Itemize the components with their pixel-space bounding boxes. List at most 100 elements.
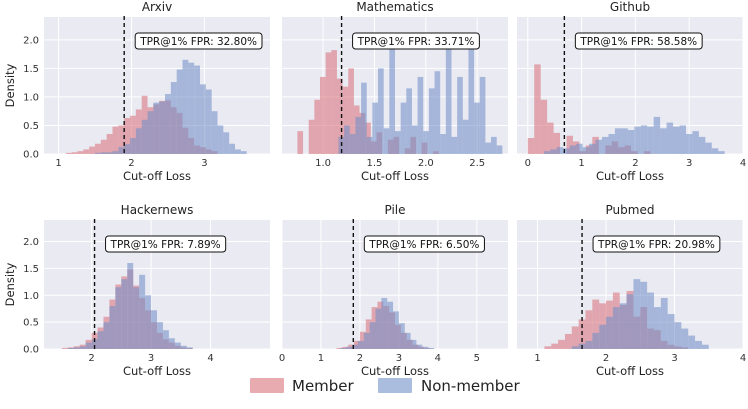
nonmember-bar: [73, 347, 80, 349]
nonmember-bar: [147, 111, 154, 154]
nonmember-bar: [170, 82, 177, 154]
nonmember-bar: [240, 151, 247, 154]
nonmember-bar: [194, 65, 201, 154]
nonmember-bar: [685, 134, 693, 154]
nonmember-bar: [95, 152, 101, 154]
annotation: TPR@1% FPR: 6.50%: [363, 235, 485, 253]
nonmember-bar: [369, 322, 376, 349]
member-bar: [336, 78, 343, 154]
nonmember-bar: [619, 303, 627, 349]
nonmember-bar: [100, 152, 107, 154]
nonmember-bar: [340, 347, 347, 349]
nonmember-bar: [679, 125, 686, 154]
x-tick-label: 2: [357, 353, 363, 364]
nonmember-bar: [711, 148, 719, 154]
x-tick-label: 1: [578, 158, 584, 169]
nonmember-bar: [186, 347, 193, 349]
nonmember-bar: [393, 311, 399, 349]
nonmember-bar: [151, 310, 157, 349]
nonmember-bar: [543, 151, 551, 154]
nonmember-bar: [410, 339, 417, 349]
nonmember-bar: [416, 344, 423, 349]
nonmember-bar: [571, 346, 579, 349]
nonmember-bar: [355, 116, 362, 154]
member-bar: [118, 125, 125, 154]
nonmember-bar: [211, 111, 218, 154]
x-tick-label: 3: [201, 158, 207, 169]
nonmember-bar: [434, 71, 441, 154]
nonmember-bar: [109, 306, 116, 349]
nonmember-bar: [428, 88, 435, 154]
nonmember-bar: [372, 102, 379, 154]
nonmember-bar: [423, 131, 429, 154]
nonmember-bar: [124, 144, 131, 154]
nonmember-bar: [223, 132, 230, 154]
nonmember-bar: [612, 307, 620, 349]
panel-title: Pubmed: [606, 203, 655, 217]
nonmember-bar: [344, 125, 350, 154]
nonmember-bar: [389, 34, 395, 154]
member-bar: [297, 131, 304, 154]
nonmember-bar: [666, 122, 674, 154]
member-bar: [314, 99, 321, 154]
legend-nonmember-swatch: [378, 378, 412, 393]
nonmember-bar: [633, 279, 641, 349]
annotation-text: TPR@1% FPR: 32.80%: [139, 36, 257, 48]
member-bar: [566, 135, 573, 154]
x-tick-label: 1.5: [367, 158, 383, 169]
nonmember-bar: [229, 143, 236, 154]
nonmember-bar: [556, 147, 564, 154]
member-bar: [325, 52, 332, 155]
panel-pubmed: TPR@1% FPR: 20.98% Pubmed 1 2 3 4 Cut-off Loss: [517, 203, 746, 378]
nonmember-bar: [404, 332, 411, 349]
member-bar: [130, 115, 136, 154]
x-tick-label: 2: [603, 353, 609, 364]
nonmember-bar: [159, 101, 166, 154]
panel-hackernews: TPR@1% FPR: 7.89% Hackernews 2 3 4 0.0 0.5 1.0 1…: [3, 203, 270, 378]
nonmember-bar: [569, 145, 577, 154]
member-bar: [124, 118, 131, 154]
nonmember-bar: [576, 143, 583, 154]
member-bar: [77, 151, 84, 154]
x-tick-label: 3: [396, 353, 402, 364]
nonmember-bar: [205, 89, 212, 154]
nonmember-bar: [417, 76, 424, 154]
nonmember-bar: [718, 151, 725, 154]
nonmember-bar: [135, 128, 142, 154]
x-tick-label: 4: [740, 158, 746, 169]
x-axis-label: Cut-off Loss: [596, 364, 664, 378]
nonmember-bar: [595, 139, 603, 154]
member-bar: [564, 333, 572, 349]
y-tick-label: 1.0: [23, 92, 39, 103]
annotation-text: TPR@1% FPR: 20.98%: [597, 239, 715, 251]
nonmember-bar: [387, 301, 394, 349]
member-bar: [331, 50, 337, 154]
nonmember-bar: [97, 331, 104, 349]
nonmember-bar: [162, 330, 169, 349]
annotation-text: TPR@1% FPR: 6.50%: [368, 239, 479, 251]
nonmember-bar: [496, 145, 503, 154]
member-bar: [571, 326, 579, 349]
member-bar: [83, 149, 90, 154]
nonmember-bar: [106, 152, 113, 154]
nonmember-bar: [692, 131, 699, 154]
nonmember-bar: [346, 346, 353, 349]
nonmember-bar: [681, 328, 689, 349]
nonmember-bar: [361, 82, 367, 154]
y-tick-label: 0.0: [23, 345, 39, 356]
y-tick-label: 2.0: [23, 35, 39, 46]
nonmember-bar: [674, 322, 682, 349]
member-bar: [320, 76, 326, 154]
nonmember-bar: [395, 131, 401, 154]
annotation: TPR@1% FPR: 33.71%: [352, 32, 480, 50]
nonmember-bar: [667, 314, 675, 349]
x-tick-label: 2: [632, 158, 638, 169]
nonmember-bar: [602, 136, 609, 154]
nonmember-bar: [411, 125, 418, 154]
legend-member-label: Member: [292, 377, 355, 395]
panel-title: Github: [610, 0, 650, 14]
nonmember-bar: [130, 138, 136, 154]
member-bar: [336, 347, 343, 349]
member-bar: [106, 134, 113, 154]
